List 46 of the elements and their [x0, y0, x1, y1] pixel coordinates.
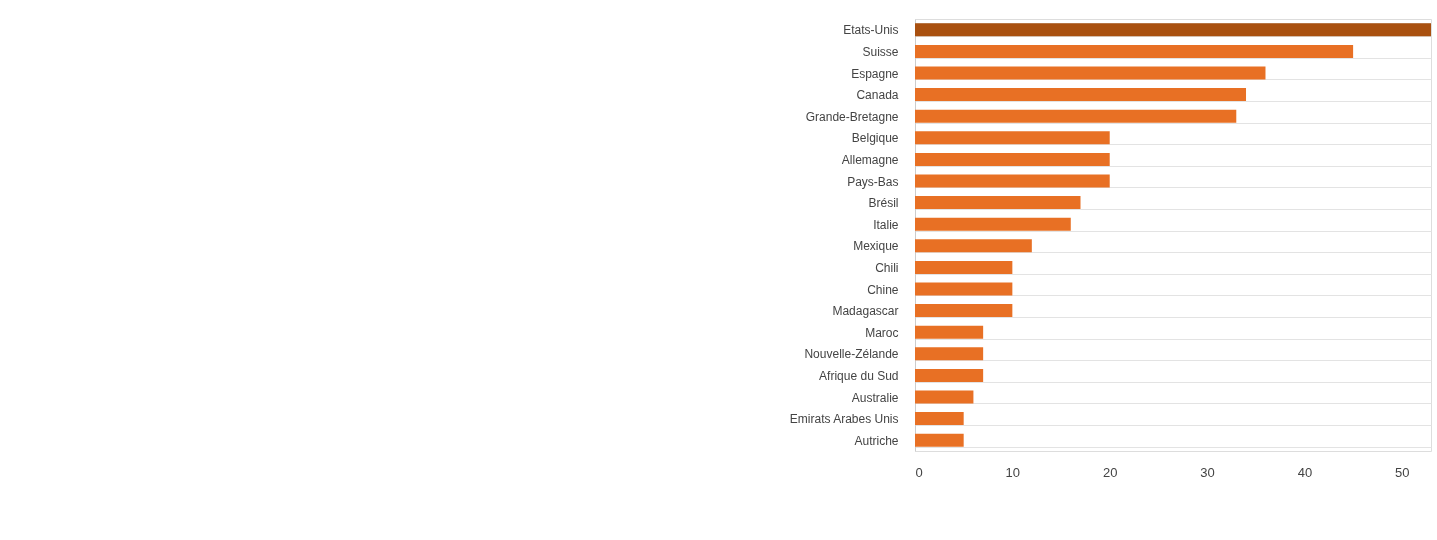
x-tick-label: 0 — [915, 464, 923, 480]
bar — [915, 239, 1032, 253]
y-tick-label: Brésil — [868, 196, 899, 211]
x-tick-label: 50 — [1395, 464, 1410, 480]
y-tick-label: Espagne — [851, 66, 899, 81]
y-tick-label: Etats-Unis — [843, 23, 899, 38]
y-tick-label: Chili — [875, 260, 899, 275]
bar — [915, 196, 1081, 210]
y-tick-label: Chine — [867, 282, 899, 297]
y-tick-label: Pays-Bas — [847, 174, 899, 189]
y-tick-label: Belgique — [851, 131, 899, 146]
bar — [915, 217, 1071, 231]
y-tick-label: Grande-Bretagne — [805, 109, 899, 124]
y-tick-label: Nouvelle-Zélande — [804, 347, 899, 362]
x-tick-label: 30 — [1200, 464, 1215, 480]
bar — [915, 282, 1013, 296]
x-tick-label: 10 — [1005, 464, 1021, 480]
bar — [915, 44, 1354, 58]
bar — [915, 433, 964, 447]
bar — [915, 412, 964, 426]
y-tick-label: Mexique — [853, 239, 899, 254]
y-tick-label: Maroc — [865, 325, 899, 340]
bar — [915, 23, 1431, 37]
y-tick-label: Allemagne — [841, 152, 899, 167]
bar — [915, 368, 984, 382]
y-tick-label: Suisse — [862, 44, 899, 59]
bar — [915, 325, 984, 339]
bar — [915, 152, 1110, 166]
y-tick-label: Autriche — [854, 433, 899, 448]
bar — [915, 131, 1110, 145]
y-tick-label: Afrique du Sud — [819, 368, 899, 383]
bar — [915, 88, 1247, 102]
y-tick-label: Italie — [873, 217, 899, 232]
bar — [915, 304, 1013, 318]
y-tick-label: Australie — [851, 390, 899, 405]
y-tick-label: Emirats Arabes Unis — [789, 412, 899, 427]
bar — [915, 260, 1013, 274]
bar — [915, 347, 984, 361]
bar — [915, 390, 974, 404]
x-tick-label: 40 — [1297, 464, 1313, 480]
bar — [915, 174, 1110, 188]
bar — [915, 109, 1237, 123]
bar — [915, 66, 1266, 80]
y-tick-label: Canada — [856, 88, 899, 103]
y-tick-label: Madagascar — [832, 304, 899, 319]
x-tick-label: 20 — [1102, 464, 1118, 480]
